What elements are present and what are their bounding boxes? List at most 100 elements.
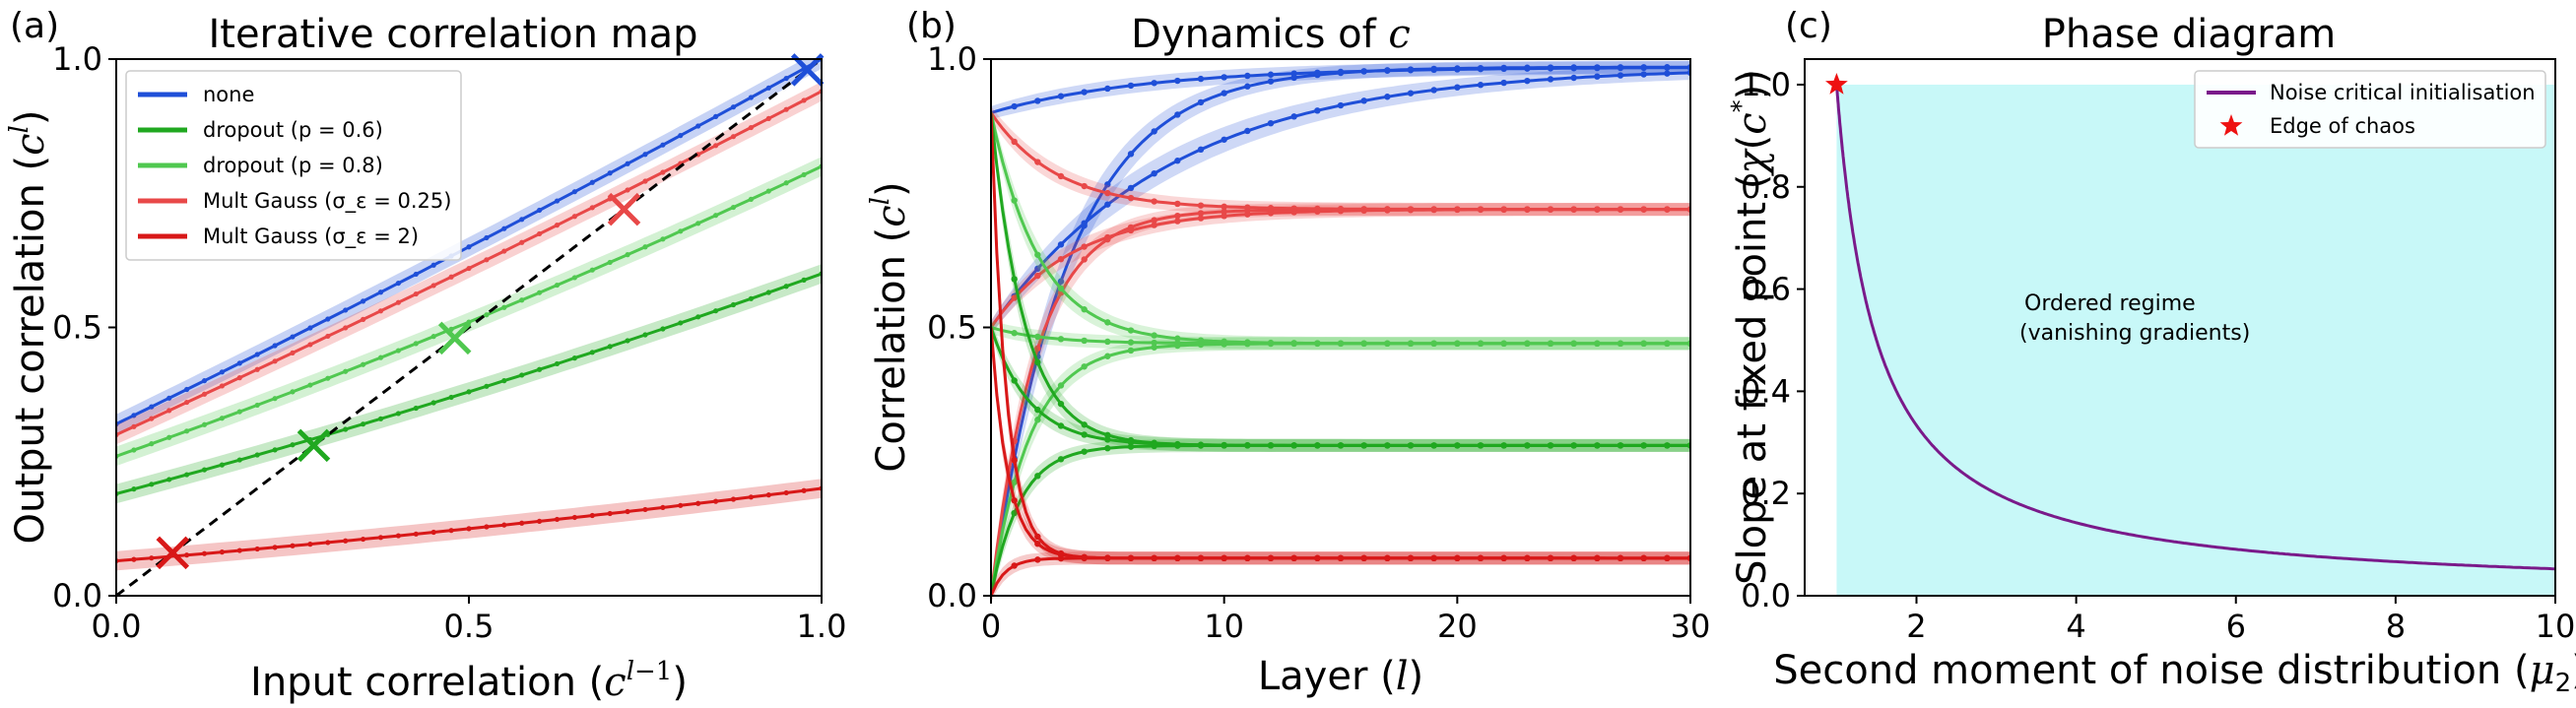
data-point [149, 441, 155, 447]
data-point [1477, 65, 1485, 73]
data-point [1011, 294, 1018, 301]
data-point [660, 169, 666, 175]
panel-a-legend: none dropout (p = 0.6) dropout (p = 0.8) Mu… [125, 70, 462, 261]
data-point [1617, 554, 1624, 562]
data-point [554, 516, 561, 523]
cross-stroke [437, 321, 472, 355]
data-point [1127, 327, 1135, 334]
data-point [537, 518, 543, 524]
data-point [395, 533, 401, 539]
data-point [625, 187, 630, 193]
data-point [1011, 197, 1018, 204]
data-point [1337, 205, 1345, 213]
data-point [1057, 382, 1065, 389]
data-point [678, 502, 684, 508]
data-point [1664, 554, 1671, 562]
data-point [1290, 113, 1297, 120]
data-point [1197, 554, 1205, 562]
data-point [1081, 306, 1088, 313]
confidence-band [991, 438, 1690, 600]
data-point [1127, 194, 1135, 202]
data-point [1151, 198, 1157, 205]
data-point [1221, 213, 1227, 220]
data-point [430, 262, 436, 268]
data-point [1104, 436, 1111, 443]
x-tick-label: 0.5 [444, 608, 495, 645]
data-point [1594, 206, 1601, 213]
data-point [1221, 554, 1227, 562]
y-tick-label: 0.5 [927, 309, 977, 347]
cross-stroke [607, 192, 641, 226]
data-point [254, 402, 260, 409]
data-point [1104, 353, 1111, 359]
data-point [395, 299, 401, 305]
confidence-band [991, 106, 1690, 351]
data-point [184, 472, 190, 478]
region-label-line1: Ordered regime [2024, 291, 2196, 316]
data-point [1057, 285, 1065, 292]
data-point [361, 316, 366, 322]
confidence-band [991, 551, 1690, 600]
data-point [537, 207, 543, 214]
legend-box [2194, 70, 2546, 149]
data-point [1640, 442, 1647, 449]
data-point [272, 358, 278, 364]
data-point [1524, 442, 1531, 449]
data-point [1244, 442, 1251, 449]
data-point [571, 275, 578, 281]
legend-label: Mult Gauss (σ_ε = 0.25) [203, 189, 451, 214]
data-point [765, 492, 771, 498]
data-point [1081, 448, 1088, 455]
panel-b-title: Dynamics of c [1131, 12, 1411, 57]
panel-c-plot-area [1825, 73, 2556, 596]
data-point [1407, 340, 1415, 348]
data-point [343, 426, 349, 432]
data-point [131, 486, 137, 492]
data-point [201, 421, 208, 427]
data-point [307, 382, 313, 388]
data-point [1081, 337, 1088, 345]
panel-a-label: (a) [10, 6, 59, 46]
data-point [413, 405, 419, 412]
x-tick-label: 0 [981, 608, 1001, 645]
data-point [660, 504, 666, 511]
data-point [1547, 340, 1554, 348]
data-point [377, 354, 384, 360]
data-point [1034, 272, 1041, 280]
data-point [1011, 138, 1018, 146]
data-point [1151, 169, 1157, 177]
data-point [1384, 554, 1391, 562]
data-point [1174, 440, 1181, 448]
data-point [1104, 445, 1111, 452]
data-point [1384, 206, 1391, 213]
data-point [1314, 442, 1321, 449]
data-point [1081, 256, 1088, 263]
data-point [1407, 67, 1415, 74]
legend-label: Mult Gauss (σ_ε = 2) [203, 225, 419, 249]
data-point [413, 531, 419, 537]
region-label-line2: (vanishing gradients) [2019, 321, 2250, 346]
data-point [272, 545, 278, 550]
data-point [236, 409, 242, 415]
data-point [1454, 340, 1461, 348]
data-point [1360, 68, 1367, 75]
series-line [991, 112, 1690, 447]
data-point [642, 332, 648, 338]
data-point [131, 413, 137, 418]
data-point [625, 252, 630, 258]
panel-a-y-label: Output correlation (cl) [5, 110, 53, 545]
data-point [1547, 442, 1554, 449]
data-point [1337, 101, 1345, 109]
data-point [554, 198, 561, 204]
data-point [1104, 181, 1111, 188]
data-point [748, 95, 755, 100]
data-point [361, 536, 366, 543]
data-point [1197, 75, 1205, 83]
data-point [166, 434, 172, 440]
cross-stroke [156, 536, 190, 570]
data-point [1430, 340, 1437, 348]
data-point [236, 457, 242, 463]
confidence-band [991, 106, 1690, 452]
data-point [783, 284, 789, 290]
